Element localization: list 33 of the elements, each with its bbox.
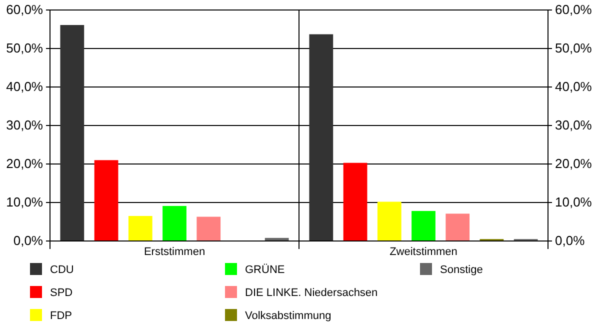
bar	[162, 206, 186, 241]
y-tick-label: 10,0%	[6, 194, 44, 210]
bar	[60, 25, 84, 241]
bar	[94, 160, 118, 241]
legend-label: Volksabstimmung	[245, 310, 332, 322]
bar	[377, 202, 402, 241]
y2-tick-label: 0,0%	[555, 233, 586, 248]
legend-label: CDU	[50, 264, 74, 276]
x-tick-label: Zweitstimmen	[390, 246, 458, 258]
y2-tick-label: 30,0%	[555, 118, 592, 133]
bar	[128, 216, 152, 241]
legend-label: FDP	[50, 310, 72, 322]
x-tick-label: Erststimmen	[144, 246, 206, 258]
bar	[343, 162, 368, 241]
bar	[412, 210, 436, 241]
bar	[196, 216, 221, 241]
legend-label: DIE LINKE. Niedersachsen	[245, 287, 378, 299]
y-tick-label: 20,0%	[6, 156, 44, 172]
y-tick-label: 50,0%	[6, 40, 44, 56]
y2-tick-label: 20,0%	[555, 156, 592, 172]
y2-tick-label: 50,0%	[555, 40, 592, 56]
y2-tick-label: 10,0%	[555, 194, 592, 210]
y-tick-label: 30,0%	[6, 118, 44, 133]
bar	[446, 214, 470, 241]
legend-label: Sonstige	[440, 264, 483, 276]
legend-label: GRÜNE	[245, 263, 285, 276]
y2-tick-label: 40,0%	[555, 79, 592, 94]
legend-label: SPD	[50, 287, 73, 299]
y-tick-label: 0,0%	[13, 233, 44, 248]
bar	[309, 34, 334, 241]
y-tick-label: 40,0%	[6, 79, 44, 94]
y2-tick-label: 60,0%	[555, 2, 592, 18]
y-tick-label: 60,0%	[6, 2, 44, 18]
